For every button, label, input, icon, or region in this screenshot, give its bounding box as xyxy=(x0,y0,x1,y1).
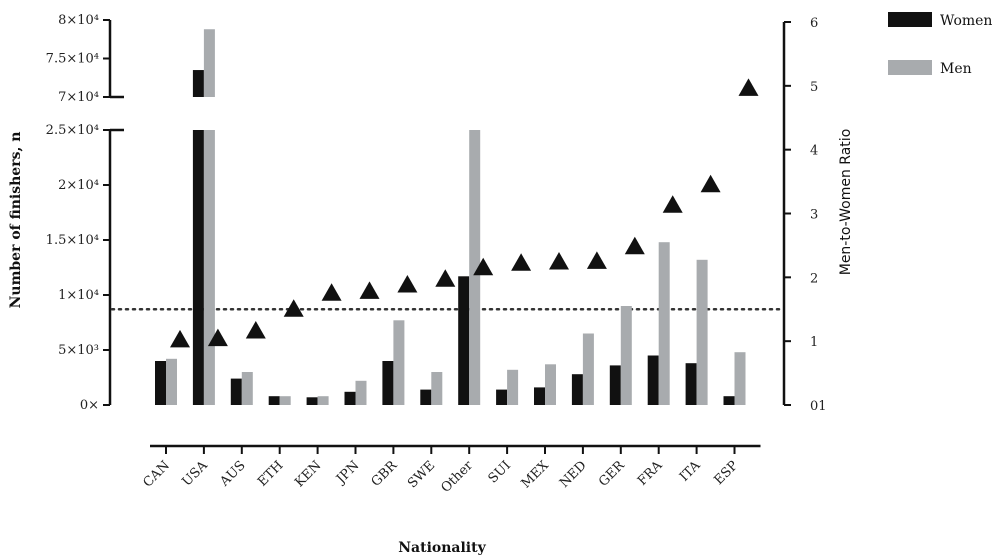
axes: 0× 5×10³ 1×10⁴ 1.5×10⁴ 2×10⁴ 2.5×10⁴ 7×10⁴ 7.5×… xyxy=(46,13,827,454)
ratio-marker xyxy=(435,269,456,287)
bar-men xyxy=(166,358,177,405)
bar-men-upper xyxy=(203,29,215,98)
bar-men xyxy=(734,352,746,405)
y-tick-label: 2×10⁴ xyxy=(58,178,99,193)
y-tick-label: 0× xyxy=(80,398,99,413)
bar-women xyxy=(230,378,242,405)
legend-label-men: Men xyxy=(940,61,972,77)
x-tick-label: SWE xyxy=(405,458,438,491)
ratio-marker xyxy=(738,78,759,96)
bar-women xyxy=(723,396,735,405)
x-tick-label: JPN xyxy=(332,458,362,488)
bar-men xyxy=(393,320,405,405)
bar-men xyxy=(279,396,291,405)
legend-label-women: Women xyxy=(940,13,992,29)
bar-women xyxy=(382,361,394,405)
x-tick-label: Other xyxy=(438,458,476,496)
x-tick-label: GER xyxy=(596,457,628,489)
bar-women xyxy=(344,391,356,405)
bar-women xyxy=(609,365,621,405)
y2-axis-title: Men-to-Women Ratio xyxy=(838,129,854,276)
x-tick-label: KEN xyxy=(292,458,324,490)
x-tick-label: MEX xyxy=(519,458,553,492)
y-tick-label: 1×10⁴ xyxy=(58,288,99,303)
bar-men xyxy=(355,380,367,405)
x-axis-title: Nationality xyxy=(398,540,486,556)
bars xyxy=(155,29,746,405)
ratio-marker xyxy=(170,329,190,348)
ratio-marker xyxy=(321,283,342,301)
ratio-marker xyxy=(473,257,494,276)
y2-tick-label: 2 xyxy=(810,271,818,286)
ratio-marker xyxy=(207,328,228,347)
bar-women-upper xyxy=(192,70,204,97)
x-tick-label: NED xyxy=(557,458,590,491)
legend-swatch-men xyxy=(888,60,932,75)
ratio-marker xyxy=(511,253,532,271)
bar-women xyxy=(268,396,280,405)
x-tick-label: SUI xyxy=(486,458,514,486)
legend: Women Men xyxy=(888,12,992,77)
bar-men xyxy=(241,372,253,405)
ratio-marker xyxy=(624,236,645,255)
bar-women xyxy=(458,276,470,405)
bar-men xyxy=(620,306,632,405)
bar-women xyxy=(647,355,659,405)
bar-men xyxy=(658,242,670,405)
ratio-marker xyxy=(700,174,721,193)
ratio-marker xyxy=(359,281,380,299)
bar-men xyxy=(507,369,519,405)
x-tick-label: ITA xyxy=(677,458,704,485)
x-tick-label: ESP xyxy=(712,458,742,488)
x-tick-label: USA xyxy=(179,458,211,490)
bar-men xyxy=(431,372,443,405)
bar-women xyxy=(496,389,508,405)
x-tick-labels: CAN USA AUS ETH KEN JPN GBR SWE Other SUI MEX NED GE… xyxy=(141,457,742,495)
y2-tick-label: 6 xyxy=(810,16,818,31)
y2-tick-label: 5 xyxy=(810,80,818,95)
bar-women xyxy=(420,389,432,405)
bar-men xyxy=(545,364,556,405)
bar-women xyxy=(192,130,204,405)
bar-men xyxy=(469,130,481,405)
y2-tick-label: 1 xyxy=(810,335,818,350)
y2-tick-label: 4 xyxy=(810,144,818,159)
bar-men xyxy=(203,130,215,405)
bar-women xyxy=(685,363,697,405)
x-tick-label: AUS xyxy=(217,458,249,490)
ratio-marker xyxy=(662,195,683,213)
legend-swatch-women xyxy=(888,12,932,27)
x-tick-label: GBR xyxy=(369,457,401,489)
x-tick-label: ETH xyxy=(255,458,286,489)
ratio-marker xyxy=(397,274,418,293)
bar-women xyxy=(306,397,318,405)
bar-women xyxy=(534,387,545,405)
bar-women xyxy=(571,374,583,405)
y-tick-label: 2.5×10⁴ xyxy=(46,123,99,138)
ratio-marker xyxy=(586,251,607,269)
bar-men xyxy=(696,259,708,405)
y2-tick-label: 3 xyxy=(810,208,818,223)
y-tick-label: 1.5×10⁴ xyxy=(46,233,99,248)
bar-men xyxy=(582,333,594,405)
y-tick-label: 7.5×10⁴ xyxy=(46,52,99,67)
x-tick-label: CAN xyxy=(141,458,173,490)
bar-women xyxy=(155,361,166,405)
y2-tick-label: 01 xyxy=(810,399,827,414)
bar-men xyxy=(317,396,329,405)
ratio-marker xyxy=(245,320,266,339)
x-tick-label: FRA xyxy=(635,458,666,489)
y-tick-label: 7×10⁴ xyxy=(58,90,99,105)
y-axis-title: Number of finishers, n xyxy=(8,132,24,309)
y-tick-label: 8×10⁴ xyxy=(58,13,99,28)
y-tick-label: 5×10³ xyxy=(58,343,99,358)
ratio-marker xyxy=(549,252,569,270)
ratio-markers xyxy=(170,78,759,348)
ratio-marker xyxy=(283,299,304,317)
